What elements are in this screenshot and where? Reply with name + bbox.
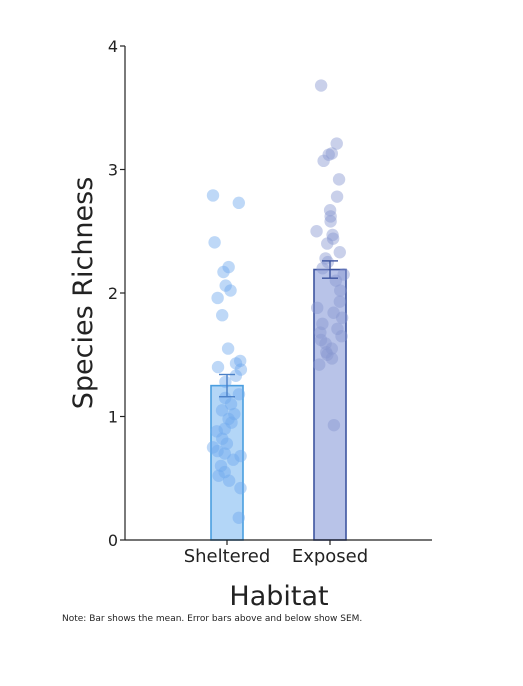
data-point xyxy=(214,459,228,473)
data-point xyxy=(219,279,232,292)
data-point xyxy=(232,511,245,524)
data-point xyxy=(325,342,338,355)
data-point xyxy=(323,204,337,217)
y-axis-title: Species Richness xyxy=(68,177,99,410)
data-point xyxy=(217,265,230,279)
data-point xyxy=(234,354,247,368)
data-point xyxy=(218,447,231,460)
data-point xyxy=(219,375,232,389)
y-tick-label: 1 xyxy=(108,408,118,427)
data-point xyxy=(228,407,241,421)
data-point xyxy=(218,422,231,436)
data-point xyxy=(321,237,334,250)
data-point xyxy=(313,358,326,371)
data-point xyxy=(325,352,339,365)
data-point xyxy=(229,369,243,382)
data-point xyxy=(215,404,229,417)
data-point xyxy=(224,397,238,411)
data-point xyxy=(225,416,238,429)
data-point xyxy=(314,326,327,339)
data-point xyxy=(220,437,234,450)
data-point xyxy=(327,306,340,319)
data-point xyxy=(324,210,337,223)
data-point xyxy=(333,246,346,259)
data-point xyxy=(216,432,229,445)
bar-sheltered xyxy=(210,384,244,541)
data-point xyxy=(321,348,334,361)
data-point xyxy=(337,268,350,281)
data-point xyxy=(326,228,339,242)
x-tick-label-exposed: Exposed xyxy=(292,546,368,567)
y-tick-label: 4 xyxy=(108,37,118,56)
data-point xyxy=(218,391,232,405)
data-point xyxy=(234,363,248,376)
y-tick-label: 2 xyxy=(108,284,118,303)
data-point xyxy=(334,284,347,297)
chart-note: Note: Bar shows the mean. Error bars abo… xyxy=(62,614,363,624)
data-point xyxy=(229,357,243,370)
data-point xyxy=(210,425,224,438)
y-tick-label: 3 xyxy=(108,161,118,180)
data-point xyxy=(206,441,220,454)
data-point xyxy=(234,449,247,463)
data-point xyxy=(335,311,349,324)
data-point xyxy=(232,388,246,401)
data-point xyxy=(216,309,229,322)
data-point xyxy=(206,189,220,202)
data-point xyxy=(330,137,343,150)
data-point xyxy=(222,260,235,274)
data-point xyxy=(211,444,224,458)
data-point xyxy=(335,330,348,343)
data-point xyxy=(327,418,341,432)
data-point xyxy=(324,215,337,228)
data-point xyxy=(331,322,344,336)
data-point xyxy=(317,154,330,168)
data-point xyxy=(310,225,323,238)
data-point xyxy=(222,412,235,426)
data-point xyxy=(319,337,332,350)
data-point xyxy=(330,190,344,203)
data-point xyxy=(208,236,221,249)
data-point xyxy=(326,232,340,245)
data-point xyxy=(333,295,347,308)
data-point xyxy=(311,301,324,315)
data-point xyxy=(224,284,237,297)
data-point xyxy=(232,196,246,210)
data-point xyxy=(314,333,328,347)
x-axis-title: Habitat xyxy=(229,581,328,612)
data-point xyxy=(322,148,335,161)
data-point xyxy=(211,360,225,374)
data-point xyxy=(212,469,225,482)
x-tick-label-sheltered: Sheltered xyxy=(184,546,271,567)
data-point xyxy=(321,255,335,269)
bar-exposed xyxy=(313,268,347,541)
data-point xyxy=(218,465,231,479)
data-point xyxy=(314,79,328,92)
data-point xyxy=(316,262,329,275)
data-point xyxy=(316,317,329,331)
data-point xyxy=(325,147,339,160)
data-point xyxy=(222,474,236,487)
data-point xyxy=(227,453,240,466)
y-tick-label: 0 xyxy=(108,531,118,550)
data-point xyxy=(332,173,346,186)
data-point xyxy=(234,481,247,495)
data-point xyxy=(221,342,235,355)
data-point xyxy=(211,291,224,305)
data-point xyxy=(320,346,333,359)
